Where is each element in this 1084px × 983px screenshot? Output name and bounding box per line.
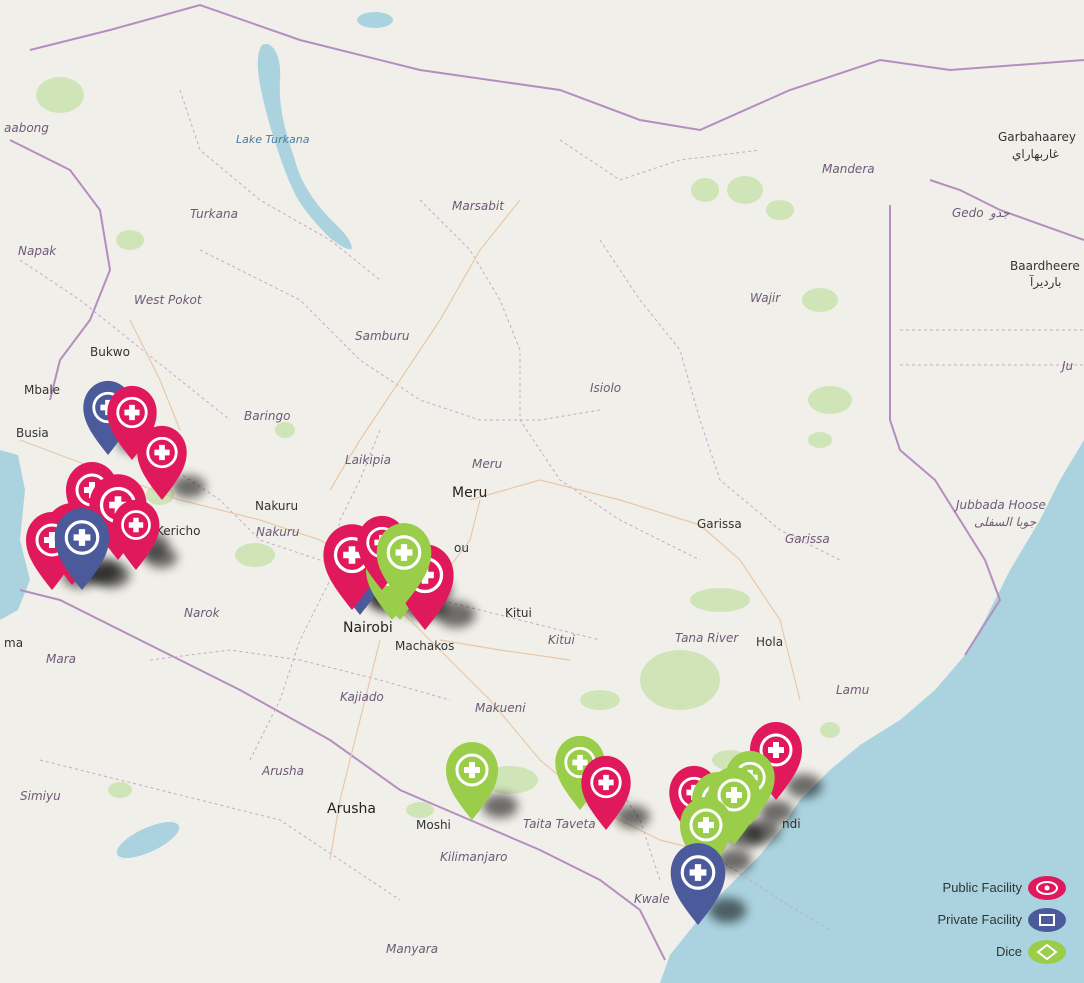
legend-label-private: Private Facility xyxy=(937,912,1022,927)
borders xyxy=(9,3,1084,961)
marker-shadow xyxy=(171,475,206,499)
label-meru-county: Meru xyxy=(472,457,503,471)
label-samburu: Samburu xyxy=(355,329,410,343)
label-jo: Ju xyxy=(1060,359,1074,373)
label-turkana: Turkana xyxy=(190,207,238,221)
label-lake-turkana: Lake Turkana xyxy=(236,133,310,146)
label-kajiado: Kajiado xyxy=(340,690,384,704)
label-gedo: Gedo xyxy=(952,206,984,220)
label-lamu: Lamu xyxy=(836,683,870,697)
legend-label-dice: Dice xyxy=(995,944,1022,959)
label-garbahaarey-ar: غاربهاراي xyxy=(1012,147,1059,162)
marker-shadow xyxy=(759,800,794,824)
marker-shadow xyxy=(744,819,780,843)
label-bukwo: Bukwo xyxy=(90,345,130,359)
label-nairobi: Nairobi xyxy=(343,620,393,636)
label-meru-city: Meru xyxy=(452,485,487,501)
label-hola: Hola xyxy=(756,635,783,649)
lake-turkana xyxy=(257,44,352,250)
legend-item-dice: Dice xyxy=(904,936,1074,968)
facility-markers xyxy=(26,380,822,925)
label-mbale: Mbale xyxy=(24,383,60,397)
label-arusha-city: Arusha xyxy=(327,801,376,817)
county-lines xyxy=(19,89,1084,931)
label-nakuru-city: Nakuru xyxy=(255,499,298,513)
marker-shadow xyxy=(436,601,476,628)
label-makueni: Makueni xyxy=(475,701,526,715)
label-isiolo: Isiolo xyxy=(590,381,621,395)
legend-label-public: Public Facility xyxy=(942,880,1022,895)
label-jubbada-hoose-ar: جوبا السفلى xyxy=(974,515,1037,529)
label-machakos: Machakos xyxy=(395,639,454,653)
marker-shadow xyxy=(482,794,518,818)
dice-icon xyxy=(1028,940,1066,964)
label-arusha-region: Arusha xyxy=(261,764,304,778)
label-moshi: Moshi xyxy=(416,818,451,832)
label-garbahaarey: Garbahaarey xyxy=(998,130,1076,144)
parks xyxy=(36,77,852,818)
dice-facility-marker[interactable] xyxy=(376,523,432,605)
label-napak: Napak xyxy=(18,244,57,258)
marker-shadow xyxy=(145,546,178,569)
label-baardheere: Baardheere xyxy=(1010,259,1080,273)
indian-ocean xyxy=(660,440,1084,983)
label-abong: aabong xyxy=(4,121,49,135)
label-taita-taveta: Taita Taveta xyxy=(523,817,596,831)
label-busia: Busia xyxy=(16,426,49,440)
public-facility-icon xyxy=(1028,876,1066,900)
label-laikipia: Laikipia xyxy=(345,453,391,467)
marker-shadow xyxy=(786,774,822,798)
label-baardheere-ar: باردیرآ xyxy=(1029,274,1061,290)
label-narok: Narok xyxy=(184,606,221,620)
public-facility-marker[interactable] xyxy=(137,425,187,500)
label-kitui-county: Kitui xyxy=(548,633,576,647)
marker-shadow xyxy=(716,849,752,873)
label-kitui-city: Kitui xyxy=(505,606,532,620)
private-facility-marker[interactable] xyxy=(670,843,726,925)
legend-item-public: Public Facility xyxy=(904,872,1074,904)
legend-item-private: Private Facility xyxy=(904,904,1074,936)
label-mara: Mara xyxy=(46,652,76,666)
label-garissa-county: Garissa xyxy=(785,532,830,546)
lake-victoria xyxy=(0,450,30,620)
private-facility-icon xyxy=(1028,908,1066,932)
public-facility-marker[interactable] xyxy=(112,499,160,570)
label-garissa-city: Garissa xyxy=(697,517,742,531)
label-nakuru-county: Nakuru xyxy=(256,525,300,539)
label-tana-river: Tana River xyxy=(675,631,739,645)
map-labels: Lake Turkana Garbahaarey غاربهاراي Mande… xyxy=(4,121,1080,956)
label-jubbada-hoose: Jubbada Hoose xyxy=(954,498,1046,512)
label-kilimanjaro: Kilimanjaro xyxy=(440,850,507,864)
label-wajir: Wajir xyxy=(750,291,781,305)
lake-small xyxy=(116,821,180,859)
label-ou: ou xyxy=(454,541,469,555)
private-facility-marker[interactable] xyxy=(54,508,110,590)
label-kericho: Kericho xyxy=(156,524,200,538)
marker-shadow xyxy=(92,562,131,588)
label-gedo-ar: جدو xyxy=(988,206,1010,220)
label-west-pokot: West Pokot xyxy=(134,293,203,307)
label-simiyu: Simiyu xyxy=(20,789,61,803)
public-facility-marker[interactable] xyxy=(581,755,631,830)
dice-facility-marker[interactable] xyxy=(446,742,498,820)
label-mandera: Mandera xyxy=(822,162,875,176)
marker-shadow xyxy=(615,805,650,829)
marker-shadow xyxy=(708,897,747,923)
label-manyara: Manyara xyxy=(386,942,438,956)
lake-small xyxy=(357,12,393,28)
label-ma: ma xyxy=(4,636,23,650)
label-kwale: Kwale xyxy=(634,892,670,906)
label-marsabit: Marsabit xyxy=(452,199,505,213)
map-legend: Public Facility Private Facility Dice xyxy=(904,872,1074,968)
label-baringo: Baringo xyxy=(244,409,290,423)
